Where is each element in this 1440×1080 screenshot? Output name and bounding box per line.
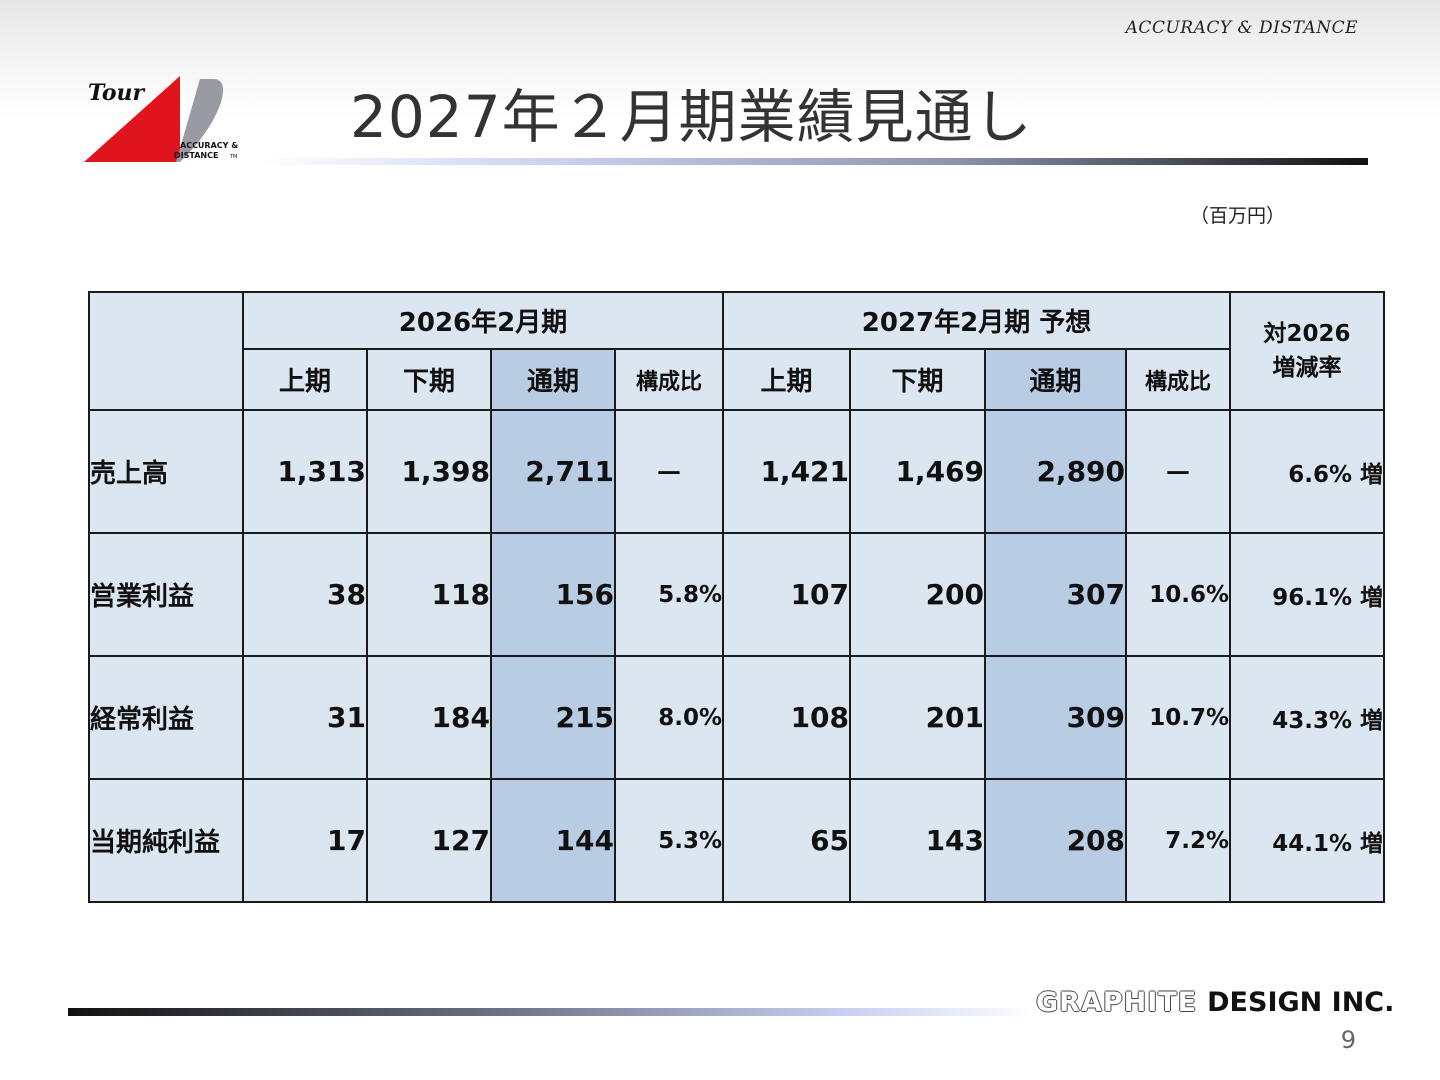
cell-fc-h1: 1,421 [722,409,852,534]
cell-prior-full: 215 [490,655,616,780]
cell-fc-h2: 200 [849,532,987,657]
cell-fc-h2: 143 [849,778,987,903]
table-row-operating-income: 営業利益 38 118 156 5.8% 107 200 307 10.6% 9… [88,532,1386,657]
company-logo: GRAPHITE DESIGN INC. [1036,982,1394,1022]
cell-prior-h2: 1,398 [366,409,492,534]
header-row-group: 2026年2月期 2027年2月期 予想 対2026 増減率 [88,291,1386,411]
group-header-prior: 2026年2月期 [241,291,725,350]
cell-prior-h2: 118 [366,532,492,657]
cell-change: 44.1% 増 [1229,778,1386,903]
cell-fc-full: 307 [984,532,1128,657]
col-header-fc-ratio: 構成比 [1125,348,1232,411]
row-label: 経常利益 [88,655,244,780]
tagline: ACCURACY & DISTANCE [1125,18,1358,38]
logo-line1: ACCURACY & [180,141,238,150]
cell-fc-full: 208 [984,778,1128,903]
page-title: 2027年２月期業績見通し [350,83,1033,151]
col-header-fc-full: 通期 [984,348,1128,411]
footer-divider [68,1008,1038,1016]
col-header-prior-h2: 下期 [366,348,492,411]
logo-script-text: Tour [88,80,146,106]
page-number: 9 [1340,1026,1356,1054]
col-header-prior-ratio: 構成比 [613,348,725,411]
cell-prior-h2: 127 [366,778,492,903]
cell-fc-ratio: － [1125,409,1232,534]
row-label: 当期純利益 [88,778,244,903]
corner-cell [88,291,244,411]
cell-fc-h1: 108 [722,655,852,780]
tour-logo: Tour ACCURACY & DISTANCE TM [84,76,256,164]
change-header-line1: 対2026 [1263,321,1351,347]
cell-fc-full: 309 [984,655,1128,780]
cell-change: 43.3% 増 [1229,655,1386,780]
row-label: 営業利益 [88,532,244,657]
cell-prior-ratio: 8.0% [613,655,725,780]
cell-prior-ratio: 5.8% [613,532,725,657]
cell-fc-ratio: 7.2% [1125,778,1232,903]
unit-label: （百万円） [1190,205,1286,227]
cell-prior-h1: 1,313 [242,409,368,534]
earnings-forecast-table: 2026年2月期 2027年2月期 予想 対2026 増減率 上期 下期 通期 構… [88,291,1386,903]
change-header-line2: 増減率 [1272,355,1342,381]
col-header-prior-full: 通期 [490,348,616,411]
row-label: 売上高 [88,409,244,534]
cell-prior-full: 156 [490,532,616,657]
cell-change: 6.6% 増 [1229,409,1386,534]
group-header-change: 対2026 増減率 [1229,291,1386,411]
logo-line2: DISTANCE [174,151,218,160]
cell-change: 96.1% 増 [1229,532,1386,657]
cell-prior-h1: 38 [242,532,368,657]
cell-fc-h2: 1,469 [849,409,987,534]
logo-gray-wedge [176,79,224,162]
group-header-forecast: 2027年2月期 予想 [722,291,1232,350]
cell-fc-h2: 201 [849,655,987,780]
header-band [0,0,1440,120]
cell-prior-full: 2,711 [490,409,616,534]
cell-prior-ratio: 5.3% [613,778,725,903]
company-name-outline: GRAPHITE [1036,986,1198,1018]
logo-tm: TM [229,154,237,160]
cell-fc-full: 2,890 [984,409,1128,534]
col-header-fc-h2: 下期 [849,348,987,411]
cell-fc-ratio: 10.6% [1125,532,1232,657]
company-name-solid: DESIGN INC. [1207,986,1395,1018]
cell-prior-ratio: － [613,409,725,534]
cell-fc-h1: 65 [722,778,852,903]
cell-prior-full: 144 [490,778,616,903]
table-row-ordinary-income: 経常利益 31 184 215 8.0% 108 201 309 10.7% 4… [88,655,1386,780]
title-divider [256,158,1368,165]
col-header-prior-h1: 上期 [242,348,368,411]
logo-red-wedge [84,76,180,162]
cell-prior-h1: 31 [242,655,368,780]
header-row-sub: 上期 下期 通期 構成比 上期 下期 通期 構成比 [89,348,1384,411]
table-row-net-income: 当期純利益 17 127 144 5.3% 65 143 208 7.2% 44… [88,778,1386,903]
cell-fc-ratio: 10.7% [1125,655,1232,780]
table-row-sales: 売上高 1,313 1,398 2,711 － 1,421 1,469 2,89… [88,409,1386,534]
cell-fc-h1: 107 [722,532,852,657]
col-header-fc-h1: 上期 [722,348,852,411]
cell-prior-h1: 17 [242,778,368,903]
cell-prior-h2: 184 [366,655,492,780]
